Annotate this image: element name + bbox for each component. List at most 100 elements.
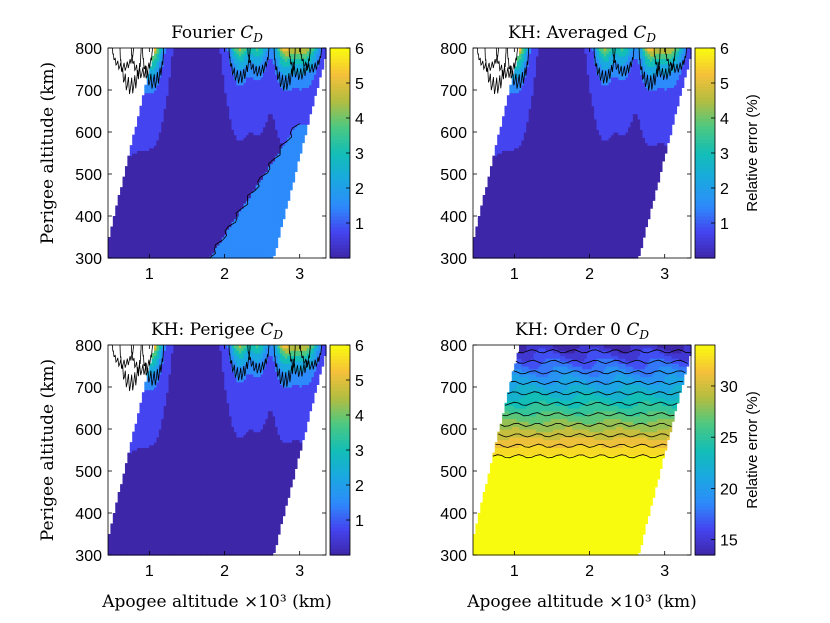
heatmap-cell: [217, 244, 221, 249]
heatmap-cell: [238, 160, 242, 165]
heatmap-cell: [185, 97, 189, 102]
heatmap-cell: [173, 255, 177, 259]
heatmap-cell: [243, 202, 247, 207]
heatmap-cell: [178, 113, 182, 117]
heatmap-cell: [144, 210, 148, 214]
heatmap-cell: [166, 142, 170, 146]
heatmap-cell: [204, 231, 208, 235]
heatmap-cell: [187, 163, 191, 167]
heatmap-cell: [202, 153, 206, 157]
heatmap-cell: [156, 92, 160, 96]
heatmap-cell: [209, 187, 213, 191]
heatmap-cell: [168, 129, 172, 133]
heatmap-cell: [158, 252, 162, 256]
heatmap-cell: [241, 158, 245, 162]
heatmap-cell: [161, 247, 165, 251]
heatmap-cell: [180, 103, 184, 107]
heatmap-cell: [219, 208, 223, 212]
heatmap-cell: [214, 229, 218, 233]
heatmap-cell: [134, 213, 138, 217]
heatmap-cell: [120, 242, 124, 246]
heatmap-cell: [161, 179, 165, 183]
heatmap-cell: [158, 63, 162, 67]
heatmap-cell: [185, 71, 189, 75]
heatmap-cell: [200, 252, 204, 256]
heatmap-cell: [163, 113, 167, 117]
heatmap-cell: [180, 61, 184, 65]
heatmap-cell: [175, 231, 179, 235]
heatmap-cell: [170, 82, 174, 86]
heatmap-cell: [151, 158, 155, 162]
heatmap-cell: [144, 184, 148, 188]
heatmap-cell: [197, 216, 201, 220]
heatmap-cell: [183, 179, 187, 183]
heatmap-cell: [161, 189, 165, 193]
heatmap-cell: [185, 142, 189, 146]
heatmap-cell: [197, 84, 201, 88]
heatmap-cell: [195, 223, 199, 228]
heatmap-cell: [207, 74, 211, 78]
heatmap-cell: [144, 244, 148, 249]
heatmap-cell: [214, 210, 218, 214]
heatmap-cell: [197, 58, 201, 62]
heatmap-cell: [224, 168, 228, 172]
heatmap-cell: [144, 221, 148, 225]
heatmap-cell: [207, 202, 211, 207]
heatmap-cell: [146, 97, 150, 102]
heatmap-cell: [209, 168, 213, 172]
heatmap-cell: [115, 252, 119, 256]
heatmap-cell: [204, 189, 208, 193]
heatmap-cell: [168, 105, 172, 109]
heatmap-cell: [195, 66, 199, 70]
heatmap-cell: [175, 66, 179, 70]
heatmap-cell: [231, 145, 235, 149]
heatmap-cell: [202, 181, 206, 186]
heatmap-cell: [195, 134, 199, 138]
heatmap-cell: [144, 95, 148, 99]
heatmap-cell: [214, 108, 218, 112]
heatmap-cell: [180, 210, 184, 214]
heatmap-cell: [219, 53, 223, 57]
heatmap-cell: [197, 252, 201, 256]
heatmap-cell: [187, 71, 191, 75]
heatmap-cell: [134, 221, 138, 225]
heatmap-cell: [166, 239, 170, 243]
heatmap-cell: [158, 92, 162, 96]
heatmap-cell: [200, 137, 204, 141]
heatmap-cell: [190, 100, 194, 104]
heatmap-cell: [129, 153, 133, 157]
heatmap-cell: [132, 202, 136, 207]
heatmap-cell: [221, 50, 225, 54]
heatmap-cell: [158, 153, 162, 157]
heatmap-cell: [175, 132, 179, 136]
heatmap-cell: [229, 137, 233, 141]
heatmap-cell: [151, 61, 155, 65]
heatmap-cell: [158, 74, 162, 78]
heatmap-cell: [163, 200, 167, 204]
heatmap-cell: [212, 116, 216, 120]
heatmap-cell: [200, 244, 204, 249]
heatmap-cell: [141, 250, 145, 254]
heatmap-cell: [219, 48, 223, 52]
heatmap-cell: [187, 84, 191, 88]
heatmap-cell: [156, 213, 160, 217]
heatmap-cell: [217, 229, 221, 233]
heatmap-cell: [178, 87, 182, 91]
heatmap-cell: [197, 108, 201, 112]
heatmap-cell: [185, 213, 189, 217]
heatmap-cell: [192, 205, 196, 209]
heatmap-cell: [238, 145, 242, 149]
heatmap-cell: [243, 216, 247, 220]
heatmap-cell: [170, 113, 174, 117]
heatmap-cell: [229, 205, 233, 209]
heatmap-cell: [236, 189, 240, 193]
heatmap-cell: [190, 103, 194, 107]
heatmap-cell: [180, 111, 184, 115]
heatmap-cell: [192, 92, 196, 96]
heatmap-cell: [209, 200, 213, 204]
heatmap-cell: [115, 210, 119, 214]
heatmap-cell: [170, 250, 174, 254]
heatmap-cell: [168, 111, 172, 115]
heatmap-cell: [137, 226, 141, 230]
heatmap-cell: [166, 105, 170, 109]
